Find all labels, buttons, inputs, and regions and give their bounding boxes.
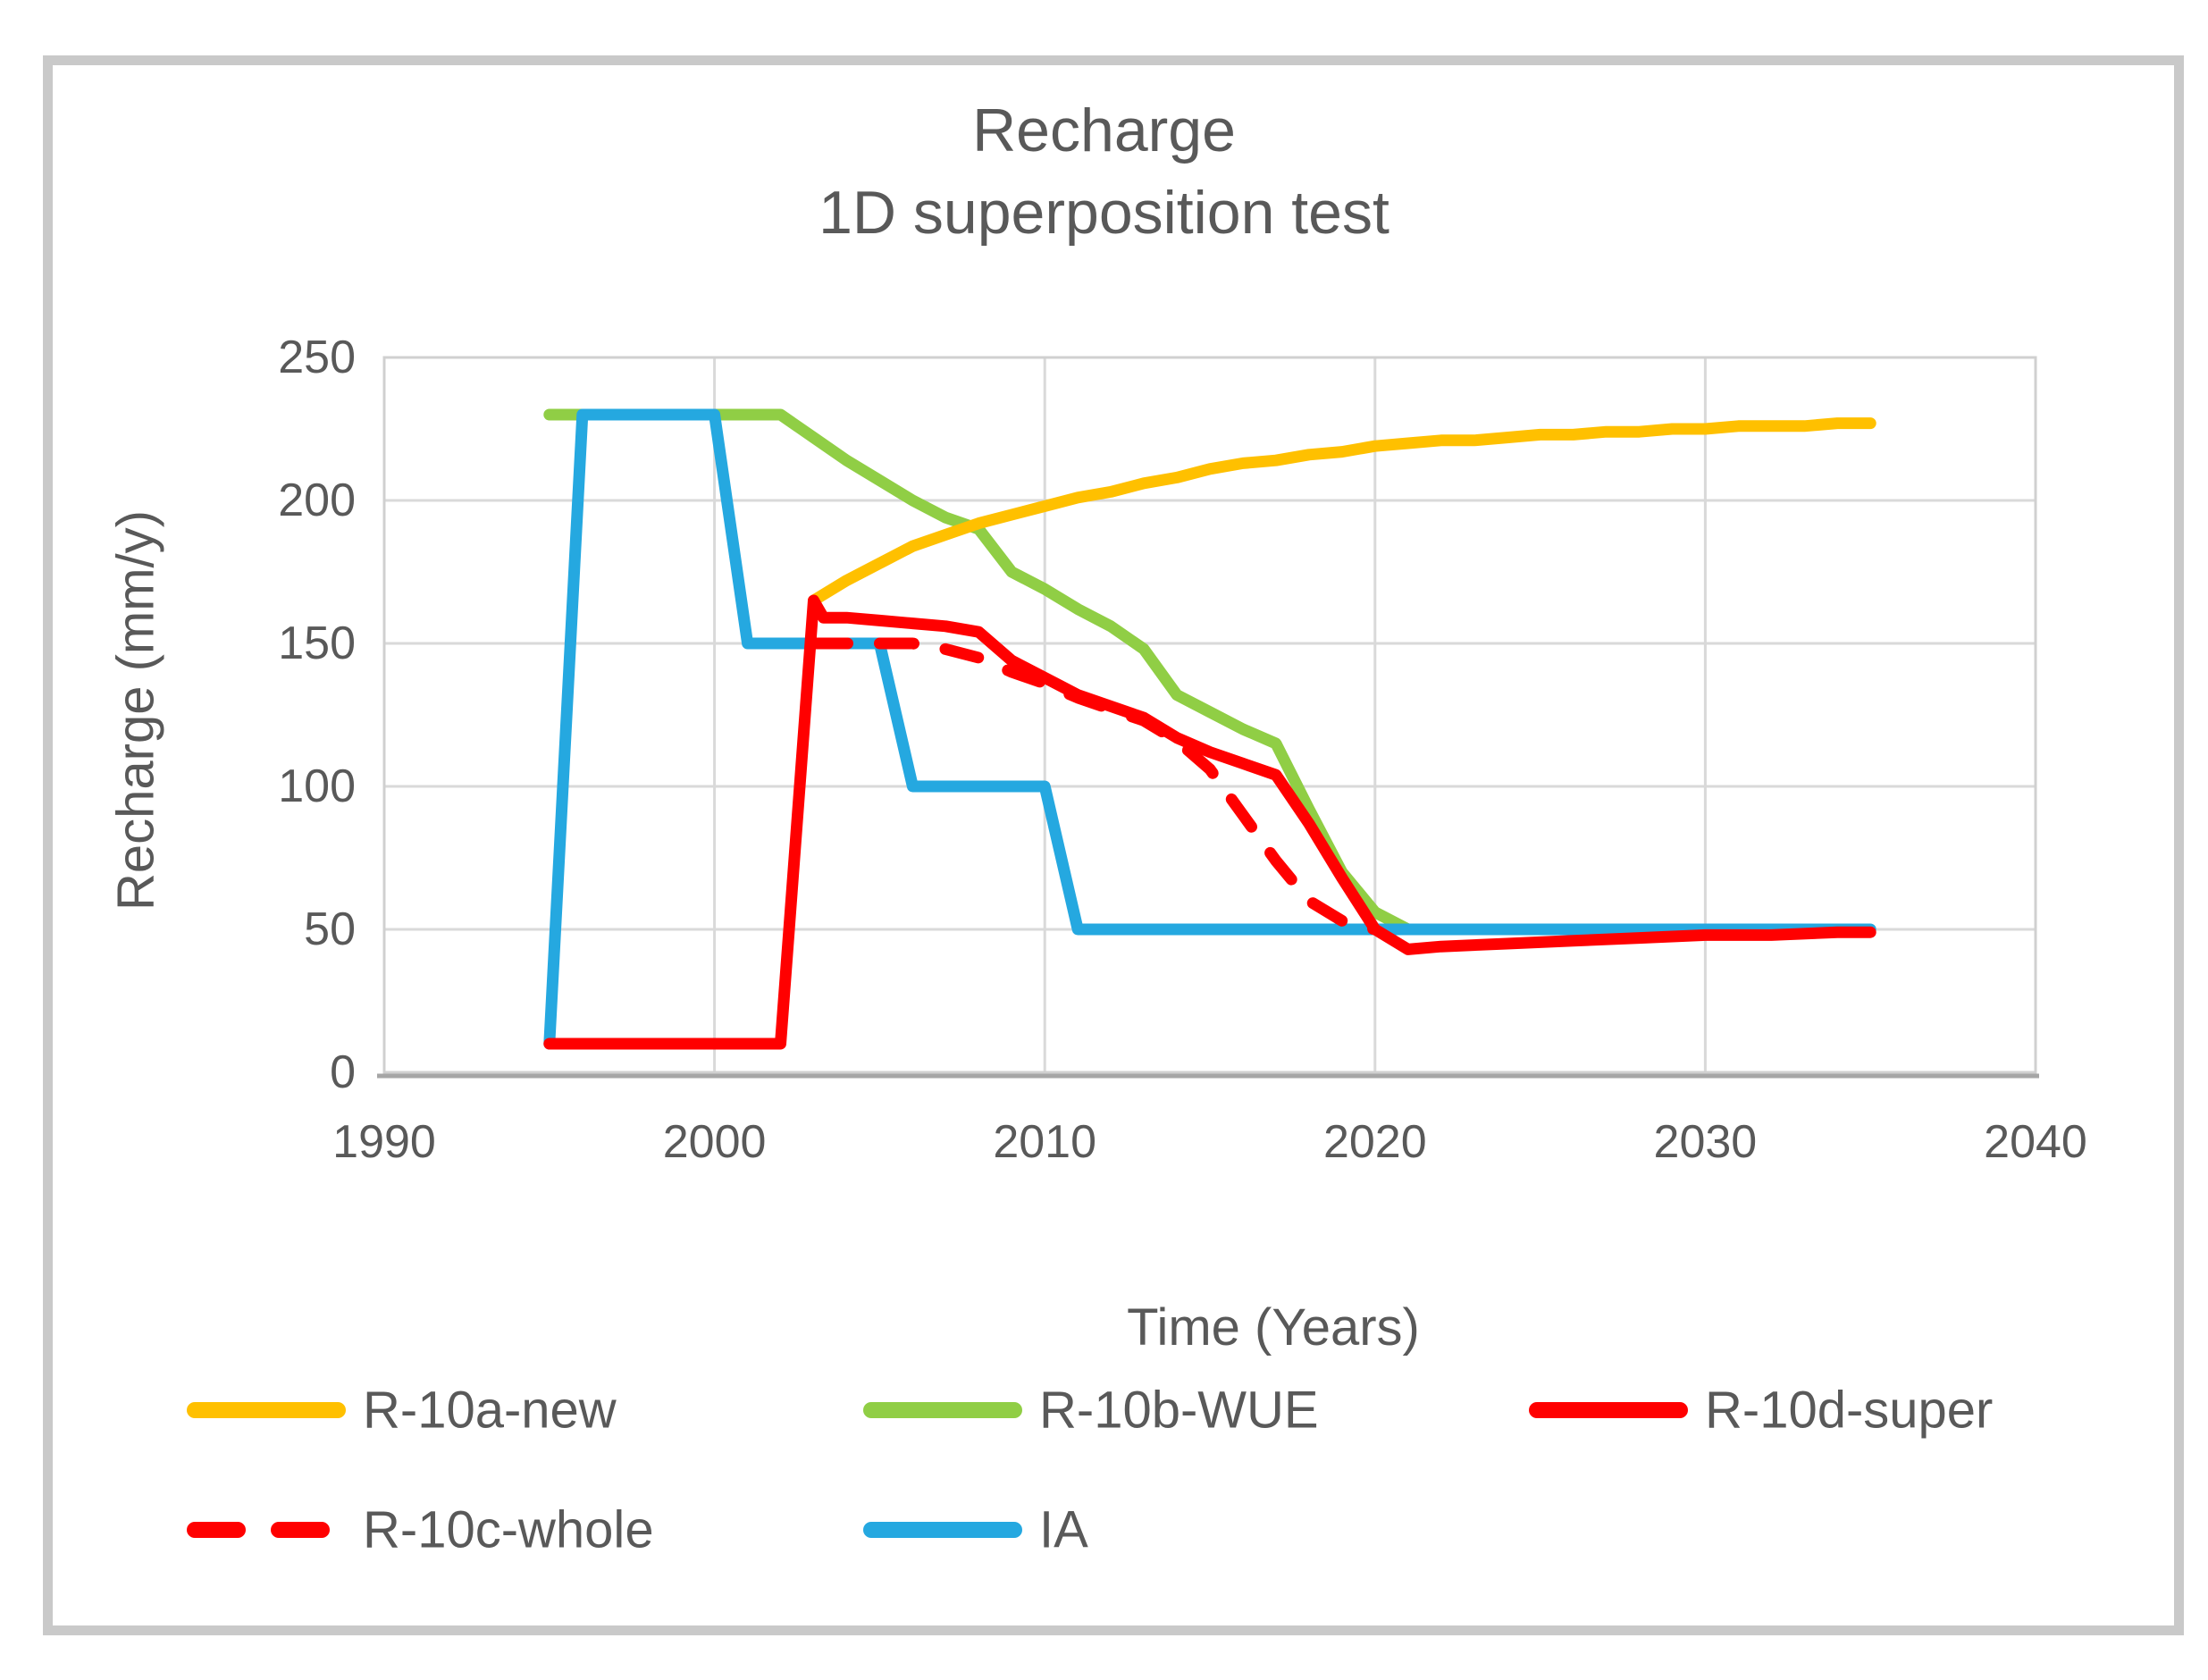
x-axis-title: Time (Years)	[1127, 1298, 1420, 1357]
y-tick-label: 50	[304, 903, 356, 955]
series-line-R-10d-super	[543, 594, 1876, 1050]
legend-label: IA	[1039, 1500, 1088, 1559]
y-tick-label: 200	[278, 475, 356, 526]
legend-swatch-icon	[187, 1522, 346, 1538]
chart-subtitle: 1D superposition test	[819, 179, 1389, 247]
x-tick-label: 2010	[993, 1116, 1097, 1168]
y-tick-label: 150	[278, 617, 356, 669]
x-tick-label: 2040	[1984, 1116, 2087, 1168]
legend-swatch-icon	[863, 1402, 1022, 1418]
x-tick-label: 1990	[332, 1116, 436, 1168]
chart-title-block: Recharge 1D superposition test	[0, 89, 2208, 254]
x-tick-label: 2020	[1322, 1116, 1427, 1168]
y-tick-label: 250	[278, 332, 356, 383]
series-line-IA	[543, 408, 1876, 1050]
chart-title: Recharge	[972, 97, 1236, 164]
figure-frame	[43, 55, 2184, 1635]
legend-swatch-icon	[863, 1522, 1022, 1538]
legend-label: R-10b-WUE	[1039, 1381, 1319, 1440]
legend-swatch-icon	[187, 1402, 346, 1418]
series-line-R-10a-new	[808, 417, 1876, 607]
legend-label: R-10d-super	[1705, 1381, 1994, 1440]
x-tick-label: 2000	[662, 1116, 767, 1168]
series-line-R-10b-WUE	[543, 408, 1415, 936]
y-tick-label: 100	[278, 760, 356, 812]
y-tick-label: 0	[330, 1046, 356, 1098]
legend-swatch-icon	[1529, 1402, 1688, 1418]
legend-label: R-10a-new	[363, 1381, 617, 1440]
plot-border	[382, 356, 2037, 1074]
legend-label: R-10c-whole	[363, 1500, 654, 1559]
x-tick-label: 2030	[1653, 1116, 1758, 1168]
